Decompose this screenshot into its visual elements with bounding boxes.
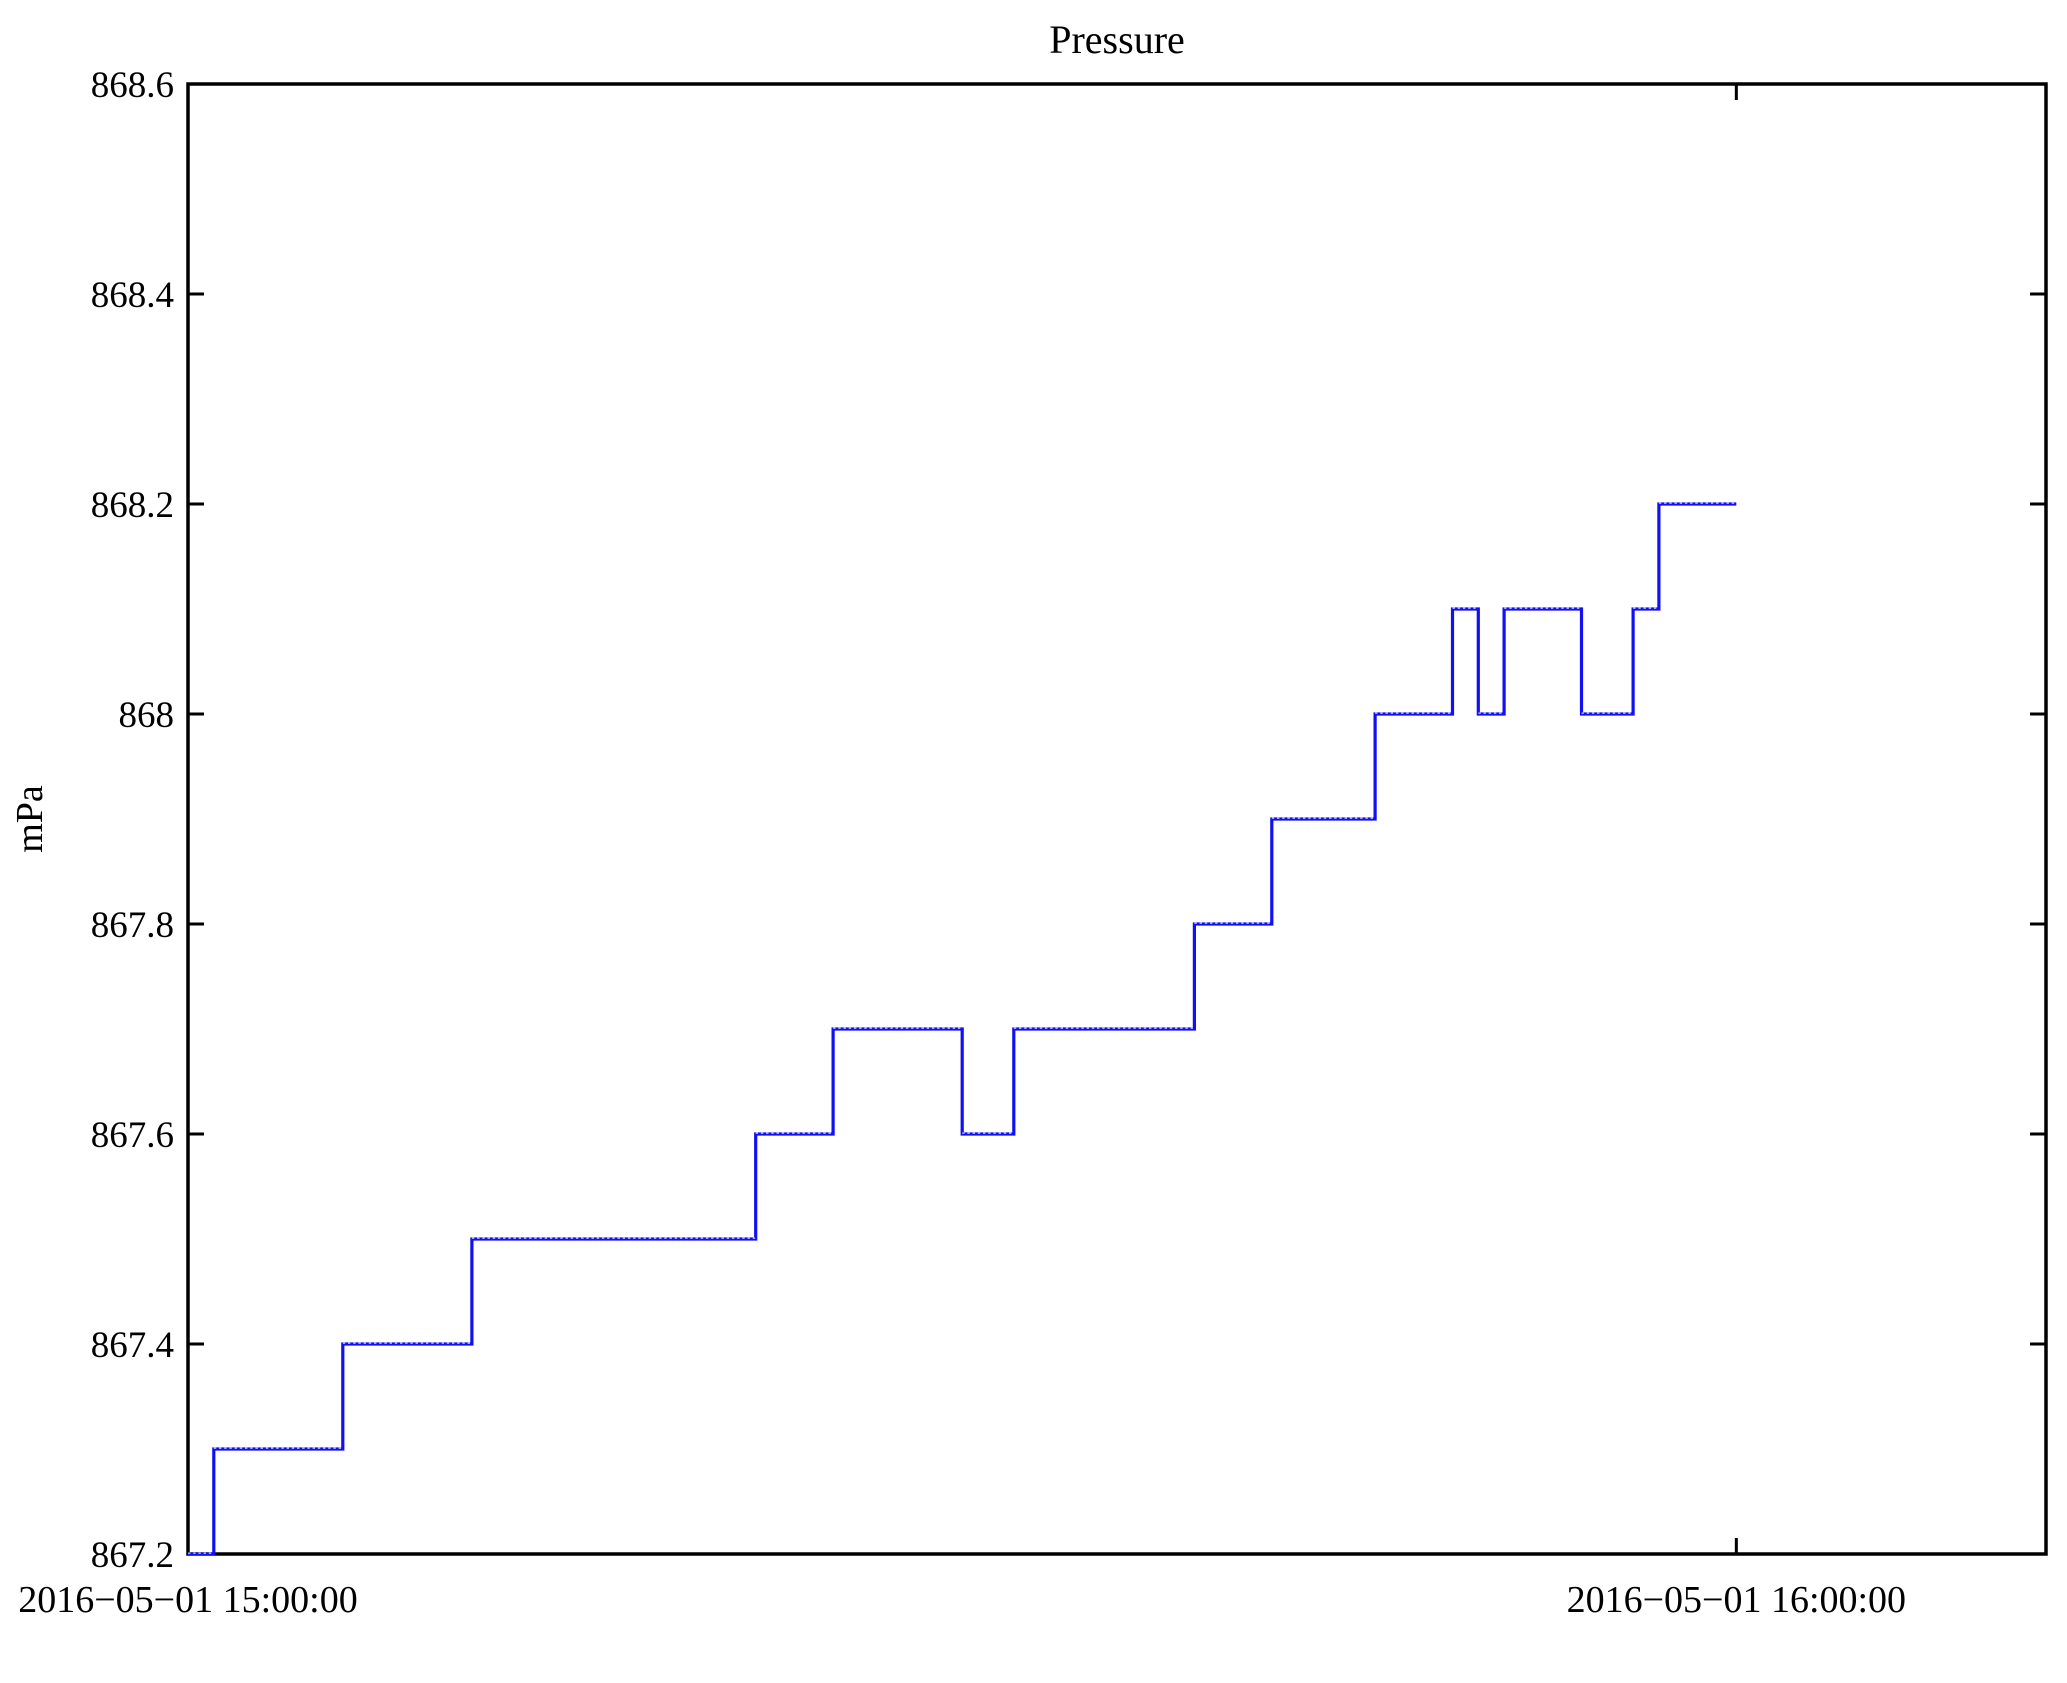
y-tick-label: 867.4 [91,1325,174,1366]
y-tick-label: 867.8 [91,905,174,946]
axes-box [186,82,2048,1556]
y-tick-label: 868 [119,695,175,736]
y-tick-label: 867.6 [91,1115,174,1156]
chart-title: Pressure [1049,17,1185,62]
y-tick-label: 867.2 [91,1535,174,1576]
y-tick-label: 868.6 [91,65,174,106]
x-tick-label: 2016−05−01 16:00:00 [1567,1579,1906,1621]
step-line-texture [188,502,1737,1554]
y-tick-label: 868.4 [91,275,174,316]
x-tick-label: 2016−05−01 15:00:00 [18,1579,357,1621]
y-axis-title: mPa [9,785,51,853]
y-tick-label: 868.2 [91,485,174,526]
pressure-step-line [188,502,1737,1556]
plot-area: 867.2 867.4 867.6 867.8 868 868.2 868.4 868.6 20… [18,65,2048,1621]
